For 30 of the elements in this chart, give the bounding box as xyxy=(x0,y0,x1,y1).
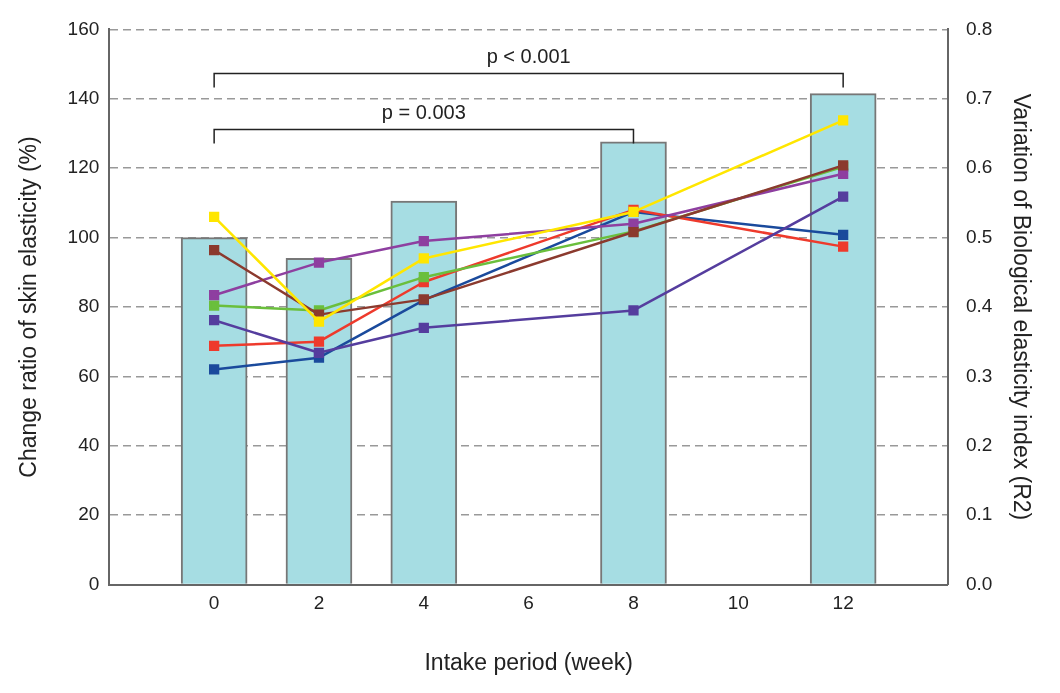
y2-tick-label: 0.2 xyxy=(965,434,993,456)
y2-tick-label: 0.1 xyxy=(965,503,993,525)
y2-tick-label: 0.6 xyxy=(965,156,993,178)
y-tick-label: 120 xyxy=(67,156,100,178)
y-tick-label: 20 xyxy=(78,503,100,525)
x-tick-label: 10 xyxy=(727,592,749,614)
x-tick-label: 0 xyxy=(208,592,220,614)
y2-tick-label: 0.7 xyxy=(965,87,993,109)
y2-tick-label: 0.3 xyxy=(965,364,993,386)
x-tick-label: 8 xyxy=(628,592,639,614)
y-tick-label: 40 xyxy=(78,434,100,456)
x-tick-label: 12 xyxy=(832,592,854,614)
y-tick-label: 0 xyxy=(88,572,100,594)
annotation: p < 0.001 xyxy=(486,44,571,67)
y2-tick-label: 0.8 xyxy=(965,17,993,39)
y2-tick-label: 0.4 xyxy=(965,295,993,317)
y-tick-label: 80 xyxy=(78,295,100,317)
annotation: p = 0.003 xyxy=(381,100,466,123)
x-tick-label: 6 xyxy=(523,592,534,614)
y-axis-title: Change ratio of skin elasticity (%) xyxy=(15,136,42,478)
y2-tick-label: 0.5 xyxy=(965,225,993,247)
y2-tick-label: 0.0 xyxy=(965,572,993,594)
x-axis-title: Intake period (week) xyxy=(424,648,633,675)
y-tick-label: 160 xyxy=(67,17,100,39)
y2-axis-title: Variation of Biological elasticity index (R2) xyxy=(1008,93,1035,521)
x-tick-label: 2 xyxy=(313,592,325,614)
y-tick-label: 100 xyxy=(67,225,100,247)
y-tick-label: 60 xyxy=(78,364,100,386)
x-tick-label: 4 xyxy=(418,592,430,614)
y-tick-label: 140 xyxy=(67,87,100,109)
